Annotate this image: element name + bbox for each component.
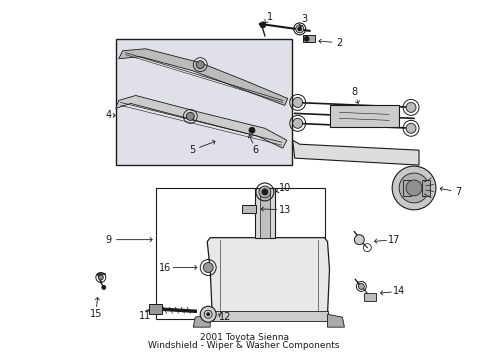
Circle shape: [200, 306, 216, 322]
Circle shape: [354, 235, 364, 245]
Text: 11: 11: [139, 311, 151, 321]
Circle shape: [405, 180, 421, 196]
Circle shape: [398, 173, 428, 203]
Bar: [148, 304, 162, 314]
Bar: [212, 311, 327, 321]
Text: 14: 14: [392, 286, 405, 296]
Text: 15: 15: [89, 309, 102, 319]
Circle shape: [258, 186, 270, 198]
Polygon shape: [116, 95, 286, 148]
Circle shape: [196, 61, 204, 69]
Polygon shape: [327, 314, 344, 327]
Text: 9: 9: [105, 235, 112, 245]
Circle shape: [262, 189, 267, 195]
Text: 13: 13: [278, 205, 290, 215]
Circle shape: [203, 262, 213, 273]
Bar: [302, 35, 314, 42]
Circle shape: [297, 27, 301, 31]
Text: 7: 7: [455, 187, 461, 197]
Polygon shape: [207, 238, 329, 319]
Circle shape: [292, 98, 302, 107]
Text: 3: 3: [301, 14, 307, 24]
Circle shape: [248, 127, 254, 133]
Bar: [364, 293, 375, 301]
Text: 2: 2: [336, 38, 342, 48]
Bar: [402, 180, 410, 196]
Circle shape: [405, 103, 415, 112]
Bar: [421, 180, 429, 196]
Polygon shape: [193, 314, 210, 327]
Circle shape: [405, 123, 415, 133]
Text: 10: 10: [278, 183, 290, 193]
Circle shape: [391, 166, 435, 210]
Text: Windshield - Wiper & Washer Components: Windshield - Wiper & Washer Components: [148, 341, 339, 350]
Circle shape: [304, 36, 308, 41]
Circle shape: [295, 25, 303, 33]
Circle shape: [260, 22, 265, 28]
Bar: [116, 39, 291, 165]
Circle shape: [98, 275, 103, 280]
Text: 8: 8: [350, 87, 357, 98]
Circle shape: [206, 313, 209, 316]
Text: 4: 4: [105, 111, 112, 120]
Text: 12: 12: [219, 312, 231, 322]
Text: 5: 5: [189, 145, 195, 155]
Text: 1: 1: [266, 12, 272, 22]
Bar: [260, 192, 269, 238]
Text: 17: 17: [387, 235, 400, 245]
Bar: [329, 105, 398, 127]
Text: 16: 16: [159, 262, 171, 273]
Circle shape: [186, 112, 194, 120]
Circle shape: [358, 283, 364, 289]
Text: 2001 Toyota Sienna: 2001 Toyota Sienna: [199, 333, 288, 342]
Bar: [254, 188, 274, 238]
Bar: [155, 188, 324, 319]
Bar: [242, 205, 255, 213]
Circle shape: [102, 285, 105, 289]
Circle shape: [292, 118, 302, 128]
Text: 6: 6: [252, 145, 259, 155]
Polygon shape: [292, 140, 418, 165]
Polygon shape: [119, 49, 287, 105]
